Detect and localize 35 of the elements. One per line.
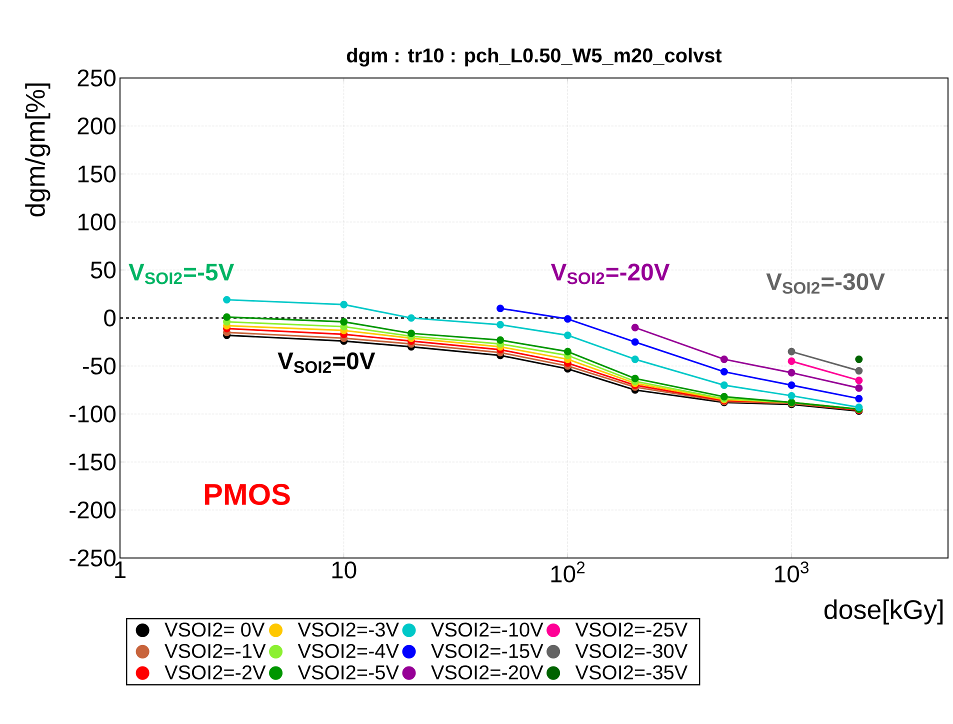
legend-label: VSOI2=-2V	[164, 665, 266, 680]
x-tick-label: 10$^{3}$	[775, 562, 809, 582]
legend-label: VSOI2=-1V	[164, 644, 266, 658]
x-axis-title: dose[kGy]	[824, 599, 943, 624]
y-tick-label: 250	[78, 70, 116, 86]
legend-label: VSOI2=-15V	[431, 644, 544, 658]
annotation: V$_{SOI2}$=0V	[278, 352, 376, 373]
legend-label: VSOI2=-20V	[431, 665, 544, 680]
annotation: PMOS	[205, 484, 290, 506]
x-tick-label: 1	[115, 562, 126, 578]
y-tick-label: 200	[78, 118, 116, 134]
y-tick-label: 150	[78, 166, 116, 182]
legend-label: VSOI2=-5V	[298, 665, 399, 680]
y-tick-label: 50	[90, 262, 116, 278]
y-tick-label: -100	[70, 406, 116, 422]
annotation: V$_{SOI2}$=-5V	[128, 264, 234, 284]
legend-label: VSOI2=-30V	[575, 644, 688, 658]
y-tick-label: 100	[78, 214, 116, 230]
y-tick-label: -250	[70, 550, 116, 566]
legend-label: VSOI2=-10V	[431, 622, 544, 637]
y-tick-label: -50	[82, 358, 116, 374]
legend-label: VSOI2=-25V	[575, 622, 688, 637]
annotation: V$_{SOI2}$=-20V	[550, 264, 670, 284]
chart-title: dgm : tr10 : pch_L0.50_W5_m20_colvst	[346, 48, 722, 67]
legend-label: VSOI2=-4V	[298, 644, 399, 658]
y-tick-label: -150	[70, 454, 116, 470]
legend-label: VSOI2= 0V	[164, 622, 265, 637]
y-axis-title: dgm/gm[%]	[25, 83, 50, 216]
y-tick-label: -200	[70, 502, 116, 518]
legend-label: VSOI2=-3V	[298, 622, 399, 637]
y-tick-label: 0	[104, 310, 116, 326]
x-tick-label: 10	[332, 562, 356, 578]
legend-label: VSOI2=-35V	[575, 665, 688, 680]
x-tick-label: 10$^{2}$	[551, 562, 585, 582]
annotation: V$_{SOI2}$=-30V	[766, 273, 885, 294]
